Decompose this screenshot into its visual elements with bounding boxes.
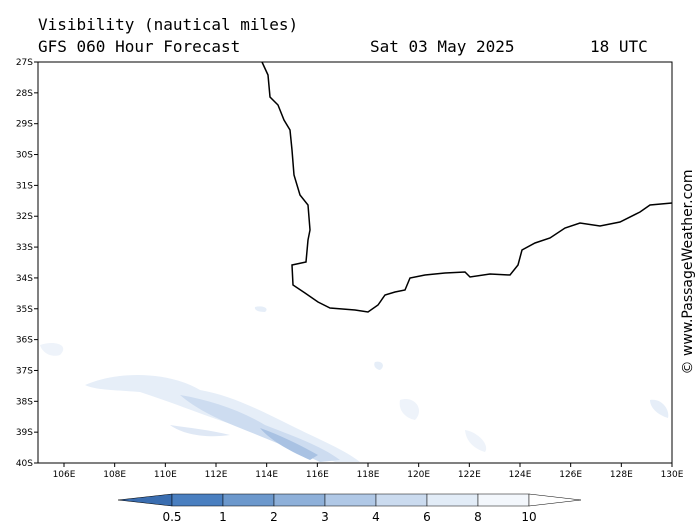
date: Sat 03 May 2025: [370, 37, 515, 56]
lon-label: 126E: [559, 470, 582, 480]
lat-label: 28S: [16, 89, 33, 99]
lat-label: 37S: [16, 366, 33, 376]
lon-label: 128E: [610, 470, 633, 480]
lon-label: 110E: [154, 470, 177, 480]
colorbar-label: 1: [219, 510, 227, 524]
lon-label: 114E: [255, 470, 278, 480]
subtitle: GFS 060 Hour Forecast: [38, 37, 240, 56]
colorbar-label: 6: [423, 510, 431, 524]
colorbar-segment: [375, 493, 428, 507]
lat-label: 36S: [16, 336, 33, 346]
lon-label: 124E: [509, 470, 532, 480]
watermark: © www.PassageWeather.com: [680, 169, 696, 374]
lat-label: 31S: [16, 181, 33, 191]
lat-label: 40S: [16, 459, 33, 469]
colorbar-label: 8: [474, 510, 482, 524]
colorbar-label: 2: [270, 510, 278, 524]
lat-label: 29S: [16, 120, 33, 130]
lon-label: 130E: [661, 470, 684, 480]
coastline: [261, 61, 673, 313]
colorbar-high: [528, 493, 582, 507]
colorbar-segment: [222, 493, 275, 507]
lon-label: 122E: [458, 470, 481, 480]
lat-label: 30S: [16, 151, 33, 161]
lat-label: 33S: [16, 243, 33, 253]
lat-label: 39S: [16, 428, 33, 438]
lon-label: 112E: [205, 470, 228, 480]
colorbar-low: [117, 493, 173, 507]
colorbar-segment: [273, 493, 326, 507]
colorbar-label: 0.5: [162, 510, 181, 524]
lon-label: 120E: [407, 470, 430, 480]
lat-label: 35S: [16, 305, 33, 315]
colorbar-segment: [477, 493, 530, 507]
lon-label: 106E: [53, 470, 76, 480]
colorbar-segment: [324, 493, 377, 507]
lon-label: 116E: [306, 470, 329, 480]
fog-patches: [40, 306, 669, 462]
colorbar-label: 4: [372, 510, 380, 524]
lon-label: 118E: [357, 470, 380, 480]
colorbar-label: 3: [321, 510, 329, 524]
lat-label: 38S: [16, 397, 33, 407]
title: Visibility (nautical miles): [38, 15, 298, 34]
lat-label: 27S: [16, 58, 33, 68]
lat-label: 34S: [16, 274, 33, 284]
colorbar-label: 10: [521, 510, 536, 524]
lat-label: 32S: [16, 212, 33, 222]
lon-label: 108E: [103, 470, 126, 480]
colorbar-segment: [171, 493, 224, 507]
colorbar-segment: [426, 493, 479, 507]
map-frame: [37, 61, 673, 464]
time: 18 UTC: [590, 37, 648, 56]
